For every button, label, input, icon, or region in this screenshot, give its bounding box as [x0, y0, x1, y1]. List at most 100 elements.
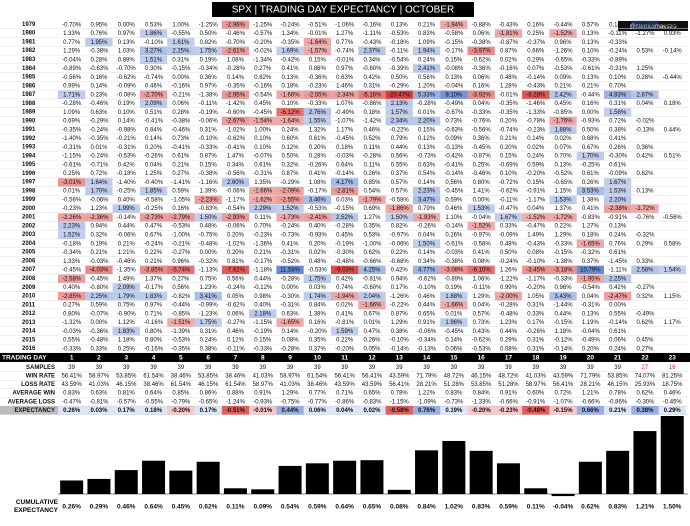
cell: 0.57% — [582, 22, 600, 28]
cell: 1.70% — [582, 154, 600, 160]
stats-cell: 43.59% — [362, 382, 383, 388]
cell: -0.44% — [171, 303, 191, 309]
stats-cell: 28.21% — [416, 382, 437, 388]
cell: 1.99% — [118, 206, 136, 212]
cell: 0.38% — [200, 346, 218, 352]
stats-cell: 39 — [259, 365, 266, 371]
cell: -0.16% — [171, 84, 191, 90]
cell: 1.37% — [555, 206, 573, 212]
stats-cell: 41.03% — [89, 382, 110, 388]
year-label: 2004 — [22, 241, 36, 247]
day-label: 7 — [234, 354, 238, 361]
cell: -0.53% — [117, 154, 137, 160]
stats-cell: 0.63% — [90, 391, 108, 397]
cell: 0.80% — [473, 180, 491, 186]
cell: -0.53% — [390, 31, 410, 37]
cell: 0.28% — [636, 75, 654, 81]
cumulative-value: 0.83% — [472, 504, 491, 511]
cell: -0.14% — [444, 171, 464, 177]
cell: -0.19% — [335, 241, 355, 247]
cell: 1.83% — [145, 294, 163, 300]
cell-shade — [412, 195, 441, 204]
cell-shade — [576, 151, 604, 161]
cell: -0.51% — [308, 22, 328, 28]
cell-shade — [112, 292, 140, 301]
cell: -1.62% — [253, 197, 273, 203]
stats-cell: 39 — [560, 365, 567, 371]
stats-cell: 0.03% — [90, 408, 108, 414]
stats-cell: 46.15% — [471, 373, 492, 379]
cell: -0.33% — [199, 145, 219, 151]
cell: 0.10% — [609, 75, 627, 81]
cell: 1.29% — [473, 294, 491, 300]
cell-shade — [494, 29, 523, 38]
cell: -1.25% — [253, 22, 273, 28]
cell: 0.14% — [418, 250, 436, 256]
cell: 0.59% — [172, 189, 190, 195]
cell: 0.25% — [63, 171, 81, 177]
cell: -1.38% — [554, 259, 574, 265]
cell: 1.59% — [336, 329, 354, 335]
cell: 1.50% — [200, 215, 218, 221]
cumulative-value: 0.11% — [527, 504, 545, 511]
cell: -0.52% — [554, 171, 574, 177]
cell: 0.41% — [473, 250, 491, 256]
cell: 1.35% — [254, 180, 272, 186]
cell: 0.14% — [418, 180, 436, 186]
stats-cell: 43.59% — [389, 373, 410, 379]
cell: 0.59% — [90, 303, 108, 309]
cell: -0.46% — [472, 171, 492, 177]
cell: 10.79% — [580, 268, 601, 274]
cell: -2.34% — [335, 92, 355, 98]
cell: 0.59% — [445, 197, 463, 203]
year-label: 2015 — [22, 337, 36, 343]
stats-cell: 0.78% — [391, 391, 409, 397]
cell: -2.73% — [144, 215, 164, 221]
cell-shade — [139, 213, 168, 222]
cell: -1.17% — [226, 197, 246, 203]
cell: 0.06% — [227, 311, 245, 317]
cell: 0.00% — [609, 303, 627, 309]
cell: 0.55% — [391, 162, 409, 168]
cell: 0.64% — [336, 162, 354, 168]
stats-label: SAMPLES — [26, 365, 55, 371]
cell: -0.66% — [362, 259, 382, 265]
stats-cell: -0.23% — [499, 408, 519, 414]
cell: 1.23% — [90, 206, 108, 212]
cell: -0.06% — [417, 329, 437, 335]
cell: 0.48% — [309, 259, 327, 265]
day-label: 3 — [124, 354, 128, 361]
cell: 1.37% — [145, 276, 163, 282]
cell: 4.93% — [609, 92, 627, 98]
cell: 1.53% — [473, 206, 491, 212]
cell: 0.04% — [527, 206, 545, 212]
cumulative-label: CUMULATIVE EXPECTANCY — [14, 499, 58, 514]
cell: 0.16% — [90, 75, 108, 81]
cell: -1.81% — [499, 31, 519, 37]
cell: 0.83% — [418, 31, 436, 37]
cell: 0.62% — [363, 250, 381, 256]
cell: -0.53% — [171, 224, 191, 230]
cell: -0.36% — [472, 66, 492, 72]
cell: -1.26% — [554, 49, 574, 55]
cell: 0.87% — [500, 49, 518, 55]
cell: 0.50% — [582, 127, 600, 133]
year-label: 1999 — [22, 197, 36, 203]
cell: 1.88% — [555, 127, 573, 133]
cell: 0.94% — [90, 224, 108, 230]
stats-cell: 0.83% — [63, 391, 81, 397]
cell-shade — [604, 204, 632, 213]
cell: 0.01% — [63, 189, 81, 195]
year-label: 1989 — [22, 110, 36, 116]
cell: -0.24% — [89, 154, 109, 160]
stats-cell: 39 — [587, 365, 594, 371]
cell-shade — [412, 239, 441, 248]
cell: -0.81% — [362, 276, 382, 282]
cell: -1.16% — [199, 180, 219, 186]
cell: -0.28% — [417, 101, 437, 107]
expectancy-shade — [440, 406, 468, 415]
stats-cell: 39 — [451, 365, 458, 371]
cell: 0.28% — [172, 110, 190, 116]
cell: 0.13% — [609, 224, 627, 230]
bar — [496, 463, 520, 494]
